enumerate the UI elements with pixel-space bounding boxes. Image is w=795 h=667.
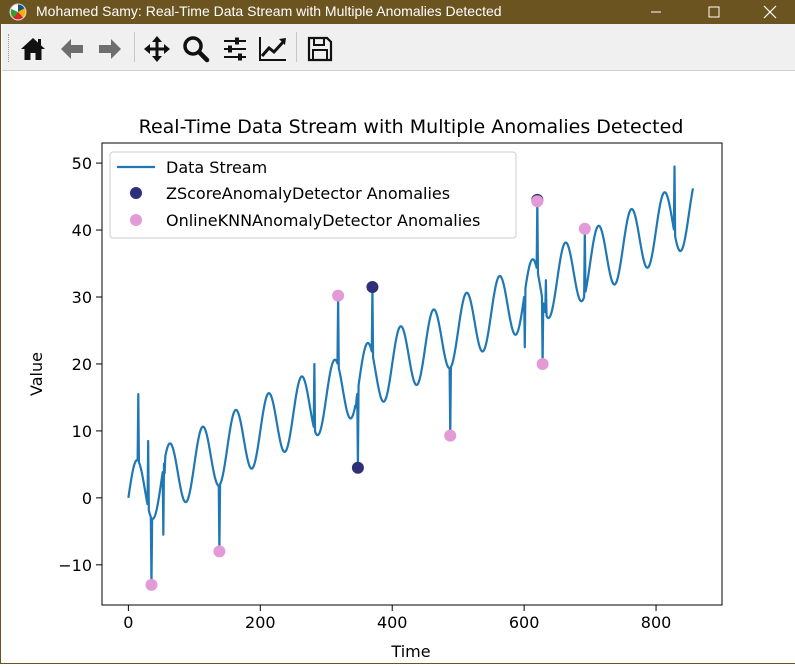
- x-tick-label: 800: [641, 613, 672, 632]
- floppy-disk-icon: [307, 36, 333, 62]
- knn-anomaly-point: [145, 578, 158, 591]
- legend-entry-zscore: ZScoreAnomalyDetector Anomalies: [166, 184, 450, 203]
- toolbar-separator: [296, 32, 297, 62]
- y-tick-label: 30: [72, 288, 92, 307]
- axes-frame: [101, 142, 723, 606]
- knn-anomaly-point: [444, 429, 457, 442]
- title-bar[interactable]: Mohamed Samy: Real-Time Data Stream with…: [1, 0, 795, 24]
- y-tick-label: 50: [72, 154, 92, 173]
- magnifier-icon: [183, 36, 210, 63]
- legend-knn-marker: [130, 214, 142, 226]
- zscore-anomaly-point: [366, 280, 379, 293]
- forward-button[interactable]: [95, 34, 125, 64]
- y-tick-label: 40: [72, 221, 92, 240]
- chart[interactable]: Real-Time Data Stream with Multiple Anom…: [2, 71, 795, 663]
- x-ticks: 0 200 400 600 800: [123, 605, 671, 632]
- toolbar-grip: [8, 34, 11, 62]
- arrow-left-icon: [61, 39, 83, 59]
- sliders-icon: [224, 37, 246, 61]
- close-icon: [763, 5, 777, 19]
- navigation-toolbar: [2, 24, 795, 71]
- x-tick-label: 0: [123, 613, 133, 632]
- figure-canvas[interactable]: Real-Time Data Stream with Multiple Anom…: [2, 71, 795, 663]
- maximize-icon: [708, 6, 720, 18]
- close-button[interactable]: [741, 0, 795, 24]
- edit-axis-button[interactable]: [258, 34, 288, 64]
- subplots-button[interactable]: [220, 34, 250, 64]
- x-axis-label: Time: [390, 642, 430, 661]
- minimize-button[interactable]: [627, 0, 685, 24]
- legend-box: [109, 151, 517, 239]
- knn-anomaly-point: [578, 222, 591, 235]
- home-icon: [21, 38, 45, 60]
- chart-title: Real-Time Data Stream with Multiple Anom…: [139, 116, 684, 138]
- legend-entry-knn: OnlineKNNAnomalyDetector Anomalies: [166, 211, 480, 230]
- plot-group: [127, 165, 695, 591]
- y-tick-label: −10: [58, 556, 92, 575]
- move-icon: [144, 36, 170, 62]
- y-tick-label: 0: [82, 489, 92, 508]
- save-button[interactable]: [305, 34, 335, 64]
- zscore-anomaly-point: [351, 461, 364, 474]
- y-tick-label: 10: [72, 422, 92, 441]
- back-button[interactable]: [57, 34, 87, 64]
- zoom-button[interactable]: [181, 34, 211, 64]
- y-tick-label: 20: [72, 355, 92, 374]
- legend-zscore-marker: [130, 187, 142, 199]
- home-button[interactable]: [18, 34, 48, 64]
- knn-anomaly-point: [536, 357, 549, 370]
- x-tick-label: 600: [509, 613, 540, 632]
- legend-entry-data-stream: Data Stream: [166, 158, 267, 177]
- knn-anomaly-point: [531, 195, 544, 208]
- maximize-button[interactable]: [685, 0, 743, 24]
- legend: Data Stream ZScoreAnomalyDetector Anomal…: [109, 151, 517, 239]
- pan-button[interactable]: [142, 34, 172, 64]
- window-title: Mohamed Samy: Real-Time Data Stream with…: [36, 3, 502, 19]
- x-tick-label: 400: [377, 613, 408, 632]
- line-chart-icon: [259, 37, 286, 61]
- x-tick-label: 200: [245, 613, 276, 632]
- series-line-data-stream: [127, 165, 695, 587]
- toolbar-separator: [134, 32, 135, 62]
- y-axis-label: Value: [27, 352, 46, 396]
- knn-anomaly-point: [332, 289, 345, 302]
- arrow-right-icon: [99, 39, 121, 59]
- matplotlib-logo-icon: [9, 3, 27, 21]
- y-ticks: −10 0 10 20 30 40 50: [58, 154, 102, 575]
- knn-anomaly-point: [213, 545, 226, 558]
- minimize-icon: [651, 11, 661, 13]
